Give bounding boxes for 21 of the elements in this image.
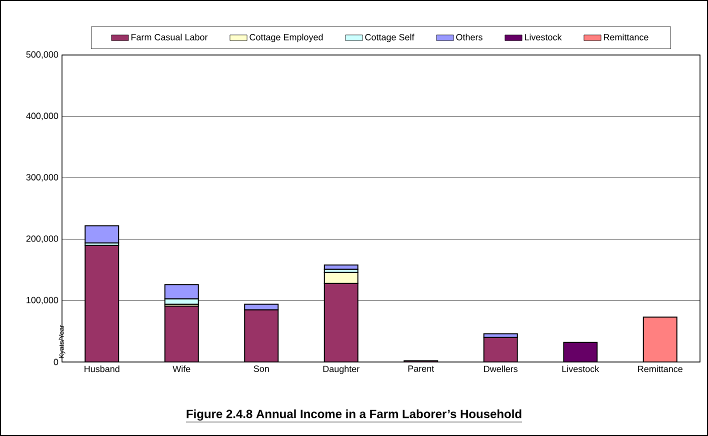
text: Figure 2.4.8 Annual Income in a Farm Laborer’s Household: [186, 409, 522, 421]
legend-label: Cottage Employed: [250, 34, 323, 42]
legend-label: Others: [456, 34, 482, 40]
legend-label: Cottage Self: [365, 34, 414, 42]
y-tick-label: 100,000: [26, 296, 58, 304]
x-tick-label: Son: [254, 366, 269, 372]
x-tick-label: Parent: [408, 366, 434, 372]
legend-label: Livestock: [524, 34, 562, 40]
y-tick-label: 400,000: [26, 112, 58, 120]
x-tick-label: Wife: [172, 366, 190, 372]
x-tick-label: Husband: [84, 366, 120, 372]
x-tick-label: Livestock: [562, 366, 600, 372]
x-tick-label: Dwellers: [484, 366, 518, 372]
x-tick-label: Remittance: [638, 366, 682, 372]
legend-label: Remittance: [604, 34, 648, 40]
x-tick-label: Daughter: [323, 366, 360, 374]
y-tick-label: 200,000: [26, 235, 58, 243]
legend-label: Farm Casual Labor: [131, 34, 208, 40]
y-tick-label: 500,000: [26, 51, 58, 59]
y-tick-label: 300,000: [26, 174, 58, 182]
y-tick-label: 0: [54, 358, 58, 366]
